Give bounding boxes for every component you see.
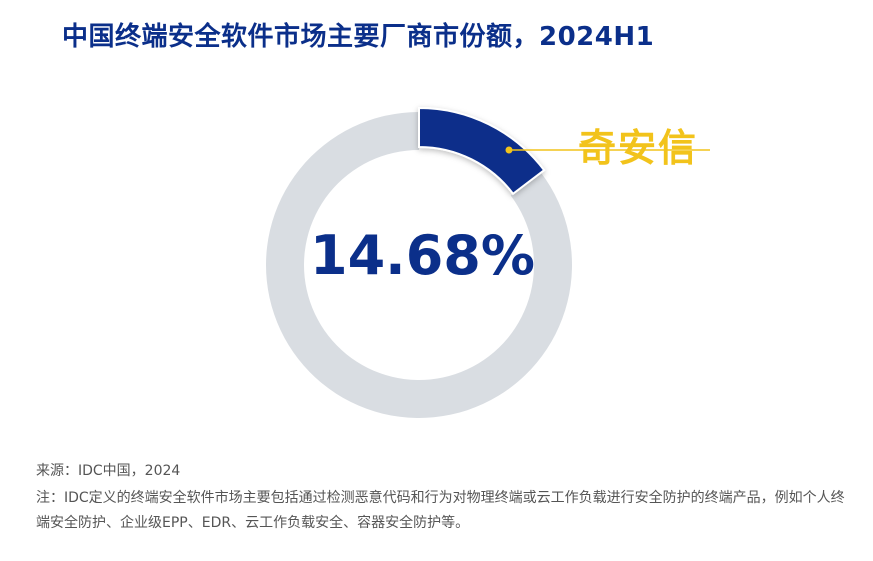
- chart-title: 中国终端安全软件市场主要厂商市份额，2024H1: [62, 22, 655, 52]
- note-text: 注：IDC定义的终端安全软件市场主要包括通过检测恶意代码和行为对物理终端或云工作…: [36, 490, 845, 531]
- callout-label: 奇安信: [578, 126, 699, 170]
- callout-dot: [505, 146, 513, 154]
- source-text: 来源：IDC中国，2024: [36, 463, 181, 479]
- center-percentage: 14.68%: [310, 224, 535, 287]
- donut-slice-highlight: [418, 106, 546, 196]
